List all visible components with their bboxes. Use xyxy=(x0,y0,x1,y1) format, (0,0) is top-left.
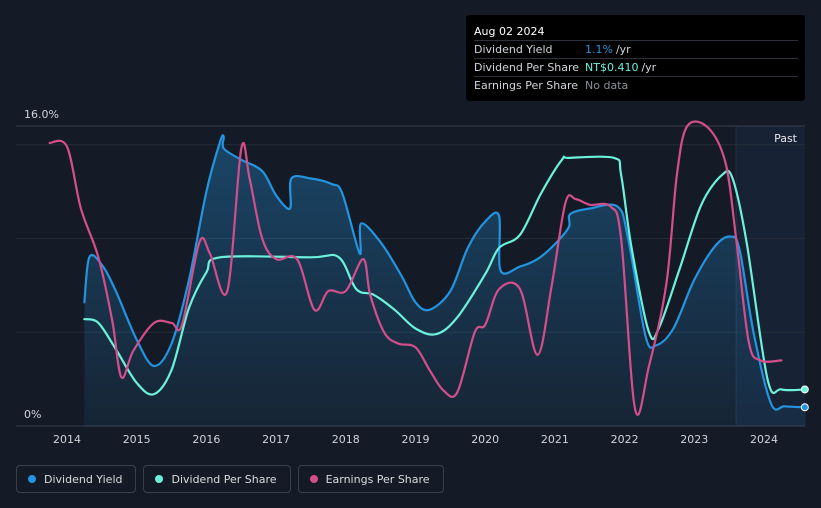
dividend-per-share-endpoint xyxy=(800,385,809,394)
tooltip-value: NT$0.410 xyxy=(585,61,639,74)
dividend-per-share-line xyxy=(83,155,807,396)
tooltip-unit: /yr xyxy=(615,43,631,56)
y-tick-top: 16.0% xyxy=(24,108,59,121)
past-label: Past xyxy=(774,132,798,145)
tooltip-row-earnings-per-share: Earnings Per Share No data xyxy=(474,76,798,94)
legend-dot-icon xyxy=(28,475,36,483)
tooltip-label: Earnings Per Share xyxy=(474,79,579,92)
dividend-yield-line xyxy=(83,134,807,411)
legend-label: Earnings Per Share xyxy=(325,472,430,486)
x-tick-label: 2015 xyxy=(123,433,151,446)
x-tick-label: 2014 xyxy=(53,433,81,446)
tooltip-label: Dividend Yield xyxy=(474,43,553,56)
x-tick-label: 2024 xyxy=(750,433,778,446)
legend-dividend-per-share[interactable]: Dividend Per Share xyxy=(143,465,291,493)
legend-dividend-yield[interactable]: Dividend Yield xyxy=(16,465,137,493)
legend-dot-icon xyxy=(309,475,318,483)
dividend-yield-endpoint xyxy=(800,403,809,412)
x-axis-ticks: 2014 2015 2016 2017 2018 2019 2020 2021 2022 2023… xyxy=(53,433,778,446)
legend-earnings-per-share[interactable]: Earnings Per Share xyxy=(297,465,444,493)
x-tick-label: 2019 xyxy=(402,433,430,446)
y-tick-bottom: 0% xyxy=(24,408,41,421)
tooltip-row-dividend-per-share: Dividend Per Share NT$0.410 /yr xyxy=(474,58,798,76)
tooltip-row-dividend-yield: Dividend Yield 1.1% /yr xyxy=(474,40,798,58)
x-tick-label: 2023 xyxy=(680,433,708,446)
dividend-yield-area xyxy=(84,135,806,426)
series-lines xyxy=(48,120,807,416)
series-endpoints xyxy=(800,385,809,412)
legend-label: Dividend Yield xyxy=(44,472,123,486)
tooltip-label: Dividend Per Share xyxy=(474,61,580,74)
x-tick-label: 2020 xyxy=(471,433,499,446)
x-tick-label: 2017 xyxy=(262,433,290,446)
tooltip: Aug 02 2024 Dividend Yield 1.1% /yr Divi… xyxy=(466,15,805,101)
legend: Dividend Yield Dividend Per Share Earnin… xyxy=(16,465,444,493)
x-tick-label: 2022 xyxy=(611,433,639,446)
tooltip-unit: /yr xyxy=(641,61,657,74)
x-tick-label: 2021 xyxy=(541,433,569,446)
legend-label: Dividend Per Share xyxy=(171,472,277,486)
x-tick-label: 2016 xyxy=(192,433,220,446)
legend-dot-icon xyxy=(155,475,164,483)
x-tick-label: 2018 xyxy=(332,433,360,446)
tooltip-value: 1.1% xyxy=(585,43,613,56)
tooltip-date: Aug 02 2024 xyxy=(474,25,545,38)
area-fills xyxy=(84,135,806,426)
tooltip-value: No data xyxy=(585,79,629,92)
earnings-per-share-line xyxy=(48,120,783,416)
